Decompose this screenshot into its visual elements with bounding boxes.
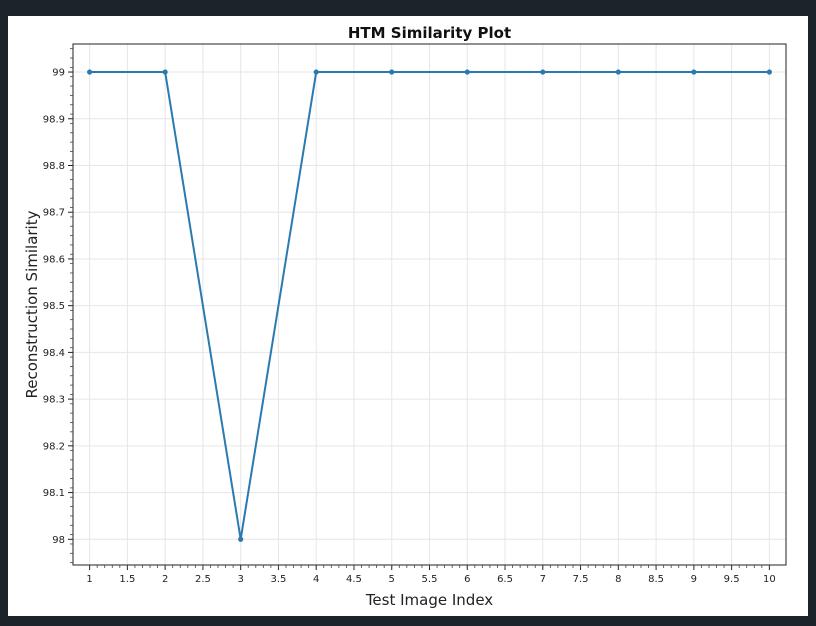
- y-tick-label: 98.6: [43, 254, 65, 265]
- x-tick-label: 2.5: [195, 574, 211, 585]
- x-tick-label: 3.5: [270, 574, 286, 585]
- x-tick-label: 4.5: [346, 574, 362, 585]
- y-tick-label: 98.3: [43, 395, 65, 406]
- data-point: [540, 69, 546, 75]
- x-axis-title: Test Image Index: [365, 591, 493, 609]
- y-tick-label: 98: [52, 535, 65, 546]
- y-tick-label: 98.7: [43, 208, 65, 219]
- data-point: [313, 69, 319, 75]
- series-line: [89, 71, 770, 540]
- data-point: [238, 536, 244, 542]
- axis-ticks: [68, 48, 770, 570]
- x-tick-label: 6.5: [497, 574, 513, 585]
- x-tick-label: 3: [237, 574, 243, 585]
- x-tick-label: 8.5: [648, 574, 664, 585]
- x-tick-label: 6: [464, 574, 470, 585]
- data-point: [691, 69, 697, 75]
- data-point: [464, 69, 470, 75]
- x-tick-label: 1.5: [119, 574, 135, 585]
- chart-frame: 1 1.5 2 2.5 3 3.5 4 4.5 5 5.5 6 6.5 7 7.5 8 8.5 9 9.5 10 9…: [8, 16, 808, 616]
- y-tick-label: 98.5: [43, 301, 65, 312]
- data-point: [615, 69, 621, 75]
- x-tick-label: 7.5: [573, 574, 589, 585]
- grid-lines: [73, 44, 786, 565]
- y-axis-title: Reconstruction Similarity: [23, 210, 41, 398]
- x-tick-label: 5: [389, 574, 395, 585]
- y-tick-label: 98.2: [43, 441, 65, 452]
- data-points: [87, 69, 772, 542]
- data-point: [162, 69, 168, 75]
- similarity-chart: 1 1.5 2 2.5 3 3.5 4 4.5 5 5.5 6 6.5 7 7.5 8 8.5 9 9.5 10 9…: [23, 24, 787, 609]
- chart-title: HTM Similarity Plot: [348, 24, 511, 42]
- y-tick-label: 98.1: [43, 488, 65, 499]
- data-point: [766, 69, 772, 75]
- x-tick-label: 1: [86, 574, 92, 585]
- x-tick-label: 4: [313, 574, 319, 585]
- x-tick-labels: 1 1.5 2 2.5 3 3.5 4 4.5 5 5.5 6 6.5 7 7.5 8 8.5 9 9.5 10: [86, 574, 775, 585]
- x-tick-label: 2: [162, 574, 168, 585]
- data-point: [87, 69, 93, 75]
- y-tick-label: 99: [52, 68, 65, 79]
- y-tick-label: 98.4: [43, 348, 65, 359]
- x-tick-label: 9: [691, 574, 697, 585]
- x-tick-label: 9.5: [724, 574, 740, 585]
- x-tick-label: 10: [763, 574, 776, 585]
- y-tick-label: 98.9: [43, 114, 65, 125]
- y-tick-label: 98.8: [43, 161, 65, 172]
- x-tick-label: 8: [615, 574, 621, 585]
- data-point: [389, 69, 395, 75]
- x-tick-label: 5.5: [422, 574, 438, 585]
- y-tick-labels: 98 98.1 98.2 98.3 98.4 98.5 98.6 98.7 98.8 98.9 99: [43, 68, 65, 546]
- x-tick-label: 7: [540, 574, 546, 585]
